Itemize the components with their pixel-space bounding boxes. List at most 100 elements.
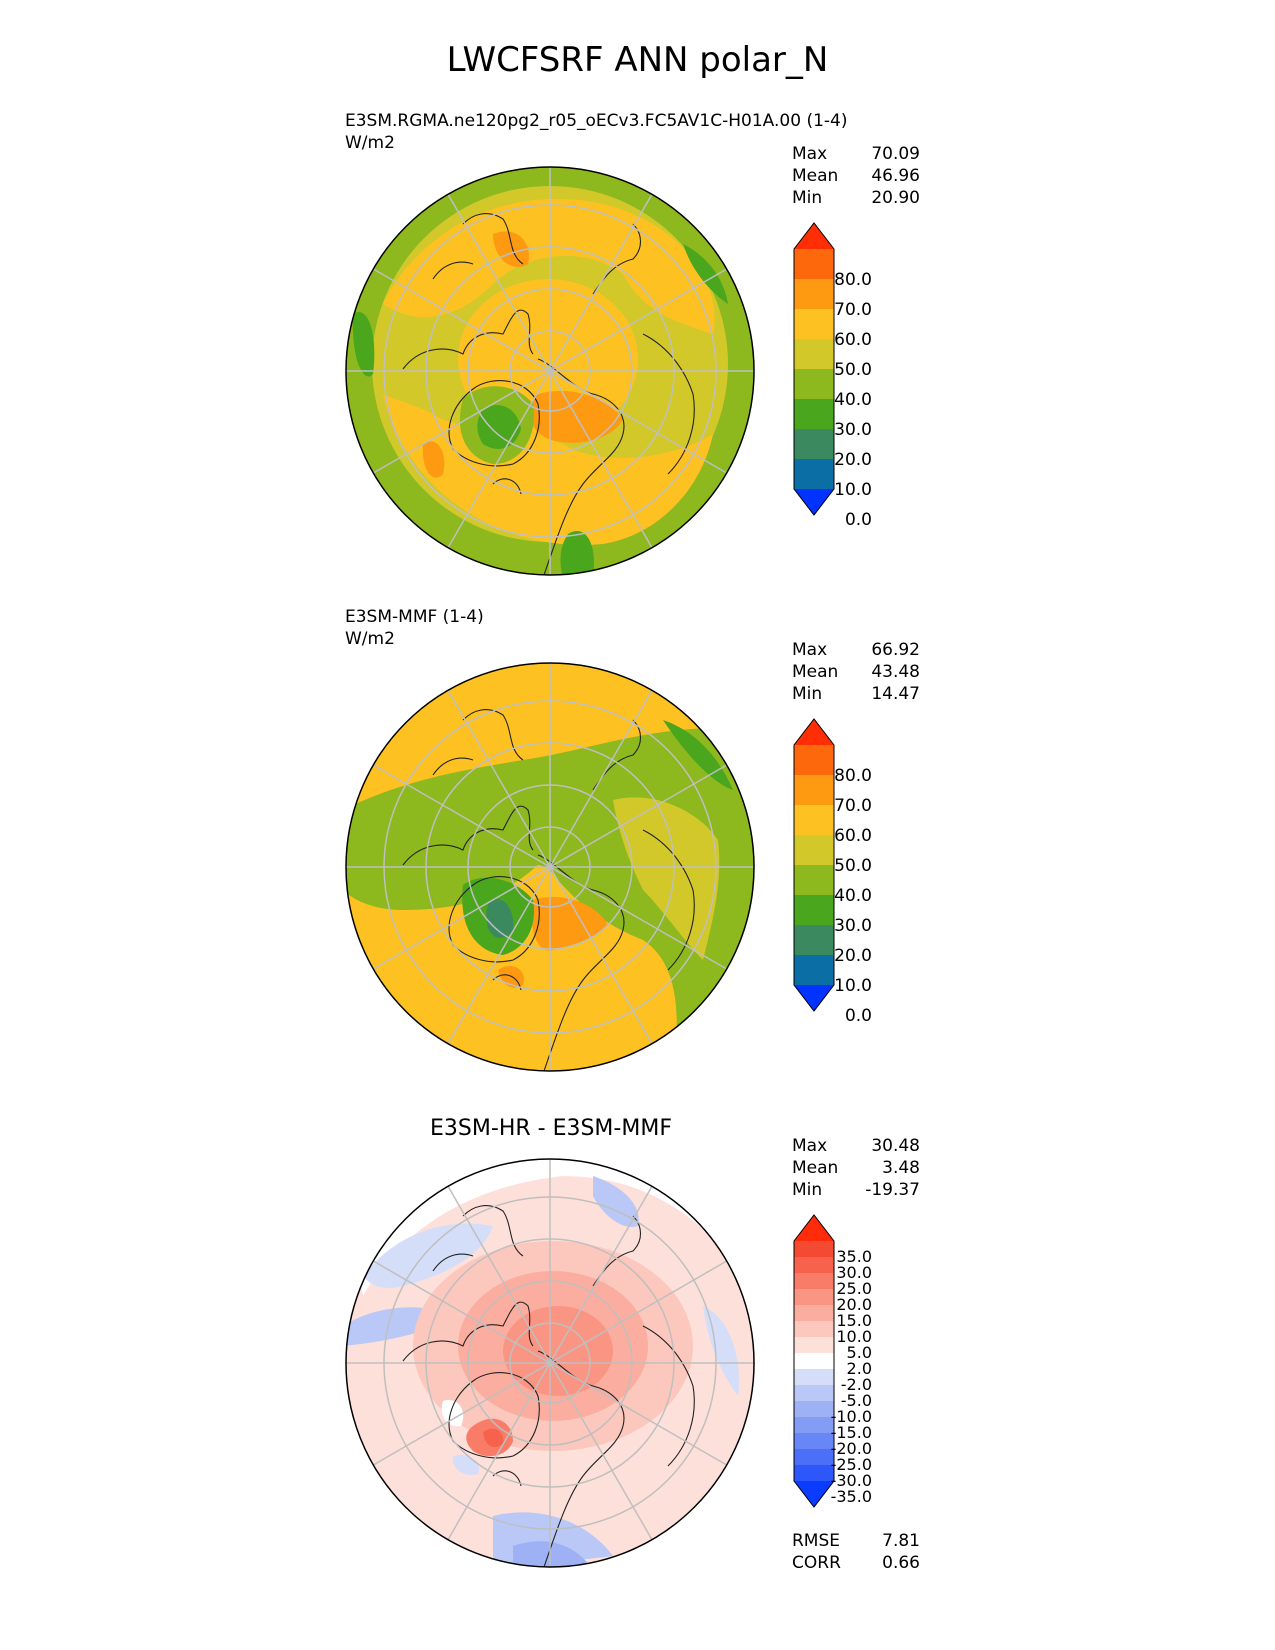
colorbar-1-ticks: 80.0 70.0 60.0 50.0 40.0 30.0 20.0 10.0 0.0 <box>834 270 872 530</box>
colorbar-extend-max <box>794 1215 834 1241</box>
field-low-northeast <box>683 244 728 304</box>
field-70-80-patch <box>422 441 445 478</box>
colorbar-tick-label: 10.0 <box>834 480 872 500</box>
stat-min-value: -19.37 <box>865 1180 920 1200</box>
stat-max-value: 66.92 <box>871 640 920 660</box>
colorbar-swatch <box>794 835 834 866</box>
colorbar-swatch <box>794 1417 834 1434</box>
colorbar-tick-label: 2.0 <box>847 1359 872 1378</box>
colorbar-1-swatches <box>793 222 835 516</box>
panel-3-metrics: RMSE 7.81 CORR 0.66 <box>792 1530 920 1574</box>
colorbar-tick-label: 30.0 <box>836 1263 872 1282</box>
field-neg-south-strong <box>513 1541 593 1567</box>
colorbar-swatch <box>794 1369 834 1386</box>
field-15-20 <box>503 1306 613 1396</box>
colorbar-extend-min <box>794 985 834 1011</box>
field-70-80-patch-2 <box>493 231 529 268</box>
colorbar-tick-label: 50.0 <box>834 856 872 876</box>
colorbar-tick-label: 60.0 <box>834 826 872 846</box>
colorbar-swatch <box>794 369 834 400</box>
panel-2-header: E3SM-MMF (1-4) W/m2 <box>345 606 484 650</box>
stat-min-label: Min <box>792 188 823 208</box>
colorbar-swatch <box>794 339 834 370</box>
stat-max-label: Max <box>792 144 828 164</box>
colorbar-tick-label: 20.0 <box>836 1295 872 1314</box>
colorbar-3: 35.030.025.020.015.010.05.02.0-2.0-5.0-1… <box>793 1214 872 1508</box>
colorbar-swatch <box>794 1241 834 1258</box>
diff-panel-title: E3SM-HR - E3SM-MMF <box>430 1116 672 1141</box>
stat-mean-label: Mean <box>792 1158 839 1178</box>
figure-title: LWCFSRF ANN polar_N <box>446 40 829 80</box>
colorbar-3-ticks: 35.030.025.020.015.010.05.02.0-2.0-5.0-1… <box>831 1247 872 1506</box>
colorbar-tick-label: 50.0 <box>834 360 872 380</box>
stat-min-value: 14.47 <box>871 684 920 704</box>
colorbar-tick-label: 15.0 <box>836 1311 872 1330</box>
rmse-value: 7.81 <box>882 1531 920 1551</box>
corr-value: 0.66 <box>882 1553 920 1573</box>
colorbar-2-ticks: 80.0 70.0 60.0 50.0 40.0 30.0 20.0 10.0 0.0 <box>834 766 872 1026</box>
colorbar-tick-label: 70.0 <box>834 300 872 320</box>
stat-mean-value: 46.96 <box>871 166 920 186</box>
map-boundary <box>345 662 755 1072</box>
stat-max-value: 70.09 <box>871 144 920 164</box>
colorbar-tick-label: -15.0 <box>831 1423 872 1442</box>
colorbar-swatch <box>794 249 834 280</box>
stat-mean-value: 43.48 <box>871 662 920 682</box>
colorbar-swatch <box>794 1353 834 1370</box>
colorbar-tick-label: 40.0 <box>834 886 872 906</box>
colorbar-tick-label: -25.0 <box>831 1455 872 1474</box>
colorbar-swatch <box>794 399 834 430</box>
colorbar-swatch <box>794 865 834 896</box>
colorbar-tick-label: -30.0 <box>831 1471 872 1490</box>
colorbar-swatch <box>794 1257 834 1274</box>
colorbar-tick-label: -5.0 <box>841 1391 872 1410</box>
field-greenland-low <box>486 899 514 939</box>
stat-max-value: 30.48 <box>871 1136 920 1156</box>
map-boundary <box>345 1158 755 1568</box>
panel-2-title: E3SM-MMF (1-4) <box>345 607 484 627</box>
colorbar-tick-label: 0.0 <box>845 1006 872 1026</box>
colorbar-swatch <box>794 1321 834 1338</box>
colorbar-swatch <box>794 1273 834 1290</box>
field-neg-northwest <box>363 1223 493 1288</box>
colorbar-tick-label: 30.0 <box>834 916 872 936</box>
colorbar-swatch <box>794 1449 834 1466</box>
field-low-west <box>352 312 375 377</box>
colorbar-extend-max <box>794 223 834 249</box>
colorbar-tick-label: 10.0 <box>836 1327 872 1346</box>
colorbar-swatch <box>794 775 834 806</box>
polar-map-3 <box>345 1158 755 1568</box>
colorbar-extend-min <box>794 489 834 515</box>
colorbar-extend-min <box>794 1481 834 1507</box>
colorbar-tick-label: -2.0 <box>841 1375 872 1394</box>
colorbar-tick-label: 60.0 <box>834 330 872 350</box>
panel-2-stats: Max 66.92 Mean 43.48 Min 14.47 <box>792 639 920 705</box>
colorbar-swatch <box>794 429 834 460</box>
stat-min-label: Min <box>792 1180 823 1200</box>
field-low-northeast <box>663 720 733 790</box>
stat-max-label: Max <box>792 1136 828 1156</box>
field-neutral-greenland <box>441 1400 464 1427</box>
colorbar-swatch <box>794 1465 834 1482</box>
panel-2-units: W/m2 <box>345 629 395 649</box>
panel-1-stats: Max 70.09 Mean 46.96 Min 20.90 <box>792 143 920 209</box>
field-neutral-north <box>346 1159 754 1296</box>
colorbar-tick-label: 10.0 <box>834 976 872 996</box>
rmse-label: RMSE <box>792 1531 841 1551</box>
field-low-south <box>560 531 594 575</box>
panel-1-header: E3SM.RGMA.ne120pg2_r05_oECv3.FC5AV1C-H01… <box>345 110 847 154</box>
colorbar-2: 80.0 70.0 60.0 50.0 40.0 30.0 20.0 10.0 0.0 <box>793 718 872 1026</box>
polar-map-1 <box>345 166 755 576</box>
colorbar-swatch <box>794 1401 834 1418</box>
colorbar-tick-label: 80.0 <box>834 270 872 290</box>
graticule <box>346 663 754 1071</box>
map-boundary <box>345 166 755 576</box>
colorbar-tick-label: -10.0 <box>831 1407 872 1426</box>
colorbar-extend-max <box>794 719 834 745</box>
colorbar-tick-label: 80.0 <box>834 766 872 786</box>
stat-mean-label: Mean <box>792 166 839 186</box>
colorbar-tick-label: 35.0 <box>836 1247 872 1266</box>
graticule <box>346 1159 754 1567</box>
colorbar-1: 80.0 70.0 60.0 50.0 40.0 30.0 20.0 10.0 0.0 <box>793 222 872 530</box>
corr-label: CORR <box>792 1553 841 1573</box>
